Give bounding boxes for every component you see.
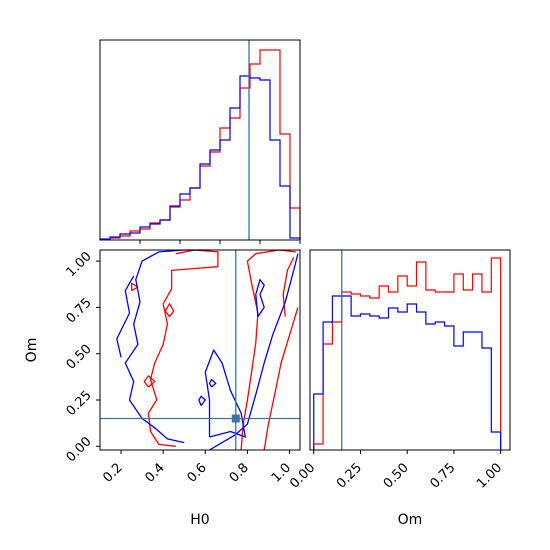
x-axis-label-h0: H0 bbox=[190, 512, 209, 528]
blue-contour-0-0 bbox=[124, 249, 210, 444]
truth-point-marker bbox=[231, 414, 240, 423]
axes-frames-layer bbox=[99, 39, 511, 451]
red-contour-0-4 bbox=[130, 282, 139, 292]
om-histogram-series-1 bbox=[313, 295, 502, 450]
blue-contour-0-5 bbox=[198, 395, 206, 406]
om-histogram-frame bbox=[309, 249, 511, 451]
x-axis-label-om: Om bbox=[398, 512, 423, 528]
red-contour-0-2 bbox=[263, 307, 299, 451]
red-contour-0-6 bbox=[143, 375, 156, 388]
blue-contour-0-2 bbox=[209, 253, 299, 451]
contour-frame bbox=[99, 249, 301, 451]
h0-histogram-series-1 bbox=[99, 75, 301, 240]
red-contour-0-5 bbox=[164, 303, 175, 318]
y-axis-label-om: Om bbox=[24, 338, 40, 363]
blue-contour-0-6 bbox=[208, 378, 217, 388]
blue-contour-0-1 bbox=[116, 275, 135, 358]
blue-contour-0-3 bbox=[204, 349, 246, 438]
h0-histogram-frame bbox=[99, 39, 301, 241]
chart-marks-layer bbox=[99, 40, 502, 451]
blue-contour-0-4 bbox=[255, 278, 265, 318]
